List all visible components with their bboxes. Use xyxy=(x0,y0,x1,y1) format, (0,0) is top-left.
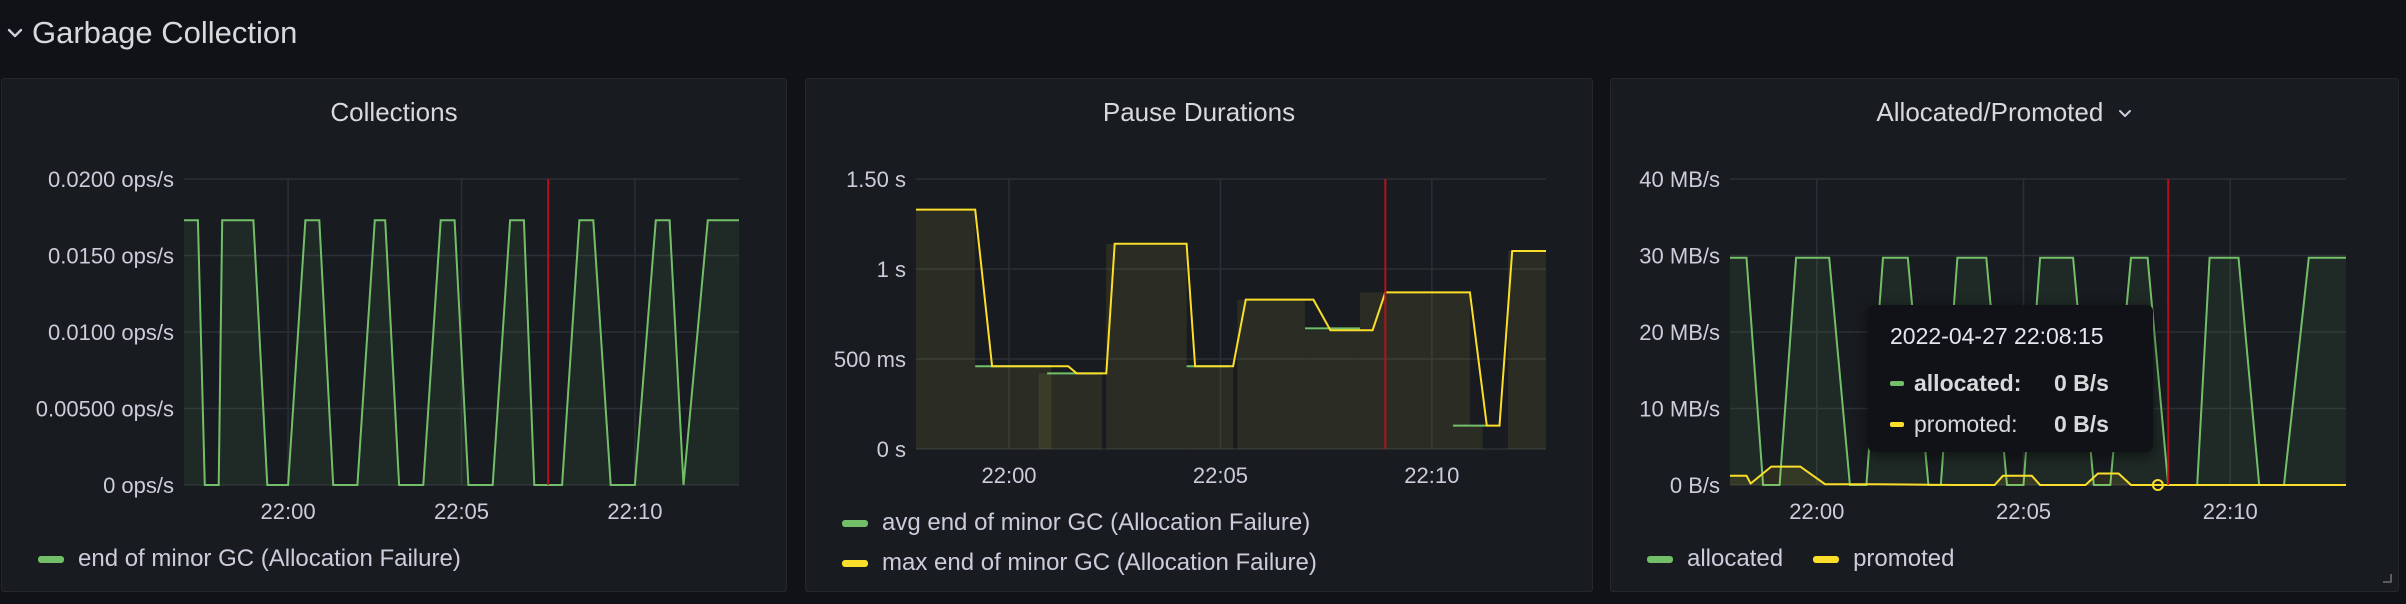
legend-label: end of minor GC (Allocation Failure) xyxy=(78,545,461,572)
legend: allocated promoted xyxy=(1647,545,1984,573)
x-tick-label: 22:00 xyxy=(1789,499,1844,524)
legend-swatch xyxy=(1647,555,1673,563)
y-tick-label: 0.0150 ops/s xyxy=(48,244,174,269)
pause-durations-chart[interactable]: 0 s 500 ms 1 s 1.50 s 22:00 22:05 22:10 xyxy=(806,79,1594,593)
y-tick-label: 0.0100 ops/s xyxy=(48,320,174,345)
tooltip-swatch xyxy=(1890,381,1904,386)
chevron-down-icon[interactable] xyxy=(6,24,24,42)
x-tick-label: 22:05 xyxy=(434,499,489,524)
series-area xyxy=(1730,466,2346,485)
resize-handle-icon[interactable] xyxy=(2380,571,2392,583)
y-tick-label: 40 MB/s xyxy=(1639,167,1720,192)
series-line xyxy=(1730,256,2346,486)
x-tick-label: 22:10 xyxy=(607,499,662,524)
duration-bar xyxy=(1237,299,1305,449)
x-tick-label: 22:05 xyxy=(1996,499,2051,524)
tooltip-row-allocated: allocated: 0 B/s xyxy=(1890,370,2131,397)
legend: end of minor GC (Allocation Failure) xyxy=(38,545,491,573)
tooltip-value: 0 B/s xyxy=(2054,370,2109,396)
y-tick-label: 0.00500 ops/s xyxy=(36,397,174,422)
legend-label: avg end of minor GC (Allocation Failure) xyxy=(882,509,1311,536)
x-tick-label: 22:05 xyxy=(1193,463,1248,488)
y-tick-label: 30 MB/s xyxy=(1639,244,1720,269)
tooltip-label: promoted: xyxy=(1914,411,2018,437)
panel-title[interactable]: Pause Durations xyxy=(1102,97,1296,127)
y-tick-label: 0 ops/s xyxy=(103,473,174,498)
panel-title[interactable]: Allocated/Promoted xyxy=(1876,97,2104,127)
legend-item-allocated[interactable]: allocated xyxy=(1647,545,1783,573)
duration-bar xyxy=(1304,330,1360,449)
duration-bar xyxy=(975,366,1052,449)
tooltip-row-promoted: promoted: 0 B/s xyxy=(1890,411,2131,438)
chevron-down-icon[interactable] xyxy=(2117,108,2133,120)
series-line xyxy=(916,208,1546,427)
x-tick-label: 22:00 xyxy=(981,463,1036,488)
series-line xyxy=(184,219,739,486)
legend-item-max-end-of-minor-gc[interactable]: max end of minor GC (Allocation Failure) xyxy=(842,549,1317,577)
y-tick-label: 0 B/s xyxy=(1670,473,1720,498)
legend-item-promoted[interactable]: promoted xyxy=(1813,545,1954,573)
y-tick-label: 500 ms xyxy=(834,347,906,372)
series-line xyxy=(1730,465,2346,486)
tooltip-swatch xyxy=(1890,422,1904,427)
x-tick-label: 22:10 xyxy=(1404,463,1459,488)
duration-bar xyxy=(1186,366,1234,449)
collections-chart[interactable]: 0 ops/s 0.00500 ops/s 0.0100 ops/s 0.0150 o… xyxy=(2,79,788,593)
hover-point xyxy=(2151,479,2164,491)
panel-title[interactable]: Collections xyxy=(330,97,458,127)
duration-bar xyxy=(1507,251,1546,449)
legend: avg end of minor GC (Allocation Failure)… xyxy=(842,509,1347,577)
legend-swatch xyxy=(842,519,868,527)
collections-panel: Collections 0 ops/s 0.00500 ops/s 0.0100 o… xyxy=(1,78,787,592)
y-tick-label: 1 s xyxy=(877,257,906,282)
hover-tooltip: 2022-04-27 22:08:15 allocated: 0 B/s pro… xyxy=(1868,305,2153,452)
row-title[interactable]: Garbage Collection xyxy=(32,15,298,50)
duration-bar xyxy=(916,209,976,449)
pause-durations-panel: Pause Durations 0 s 500 ms 1 s 1.50 s 22:00 2… xyxy=(805,78,1593,592)
panel-title-wrap[interactable]: Allocated/Promoted xyxy=(1611,97,2398,128)
x-tick-label: 22:00 xyxy=(261,499,316,524)
duration-bar xyxy=(1106,243,1187,449)
row-header[interactable]: Garbage Collection xyxy=(0,8,297,58)
x-tick-label: 22:10 xyxy=(2203,499,2258,524)
legend-item-avg-end-of-minor-gc[interactable]: avg end of minor GC (Allocation Failure) xyxy=(842,509,1317,537)
legend-swatch xyxy=(38,555,64,563)
y-tick-label: 1.50 s xyxy=(846,167,906,192)
legend-label: promoted xyxy=(1853,545,1955,572)
y-tick-label: 10 MB/s xyxy=(1639,397,1720,422)
duration-bar xyxy=(1469,425,1483,449)
legend-swatch xyxy=(842,559,868,567)
tooltip-label: allocated: xyxy=(1914,370,2022,396)
tooltip-time: 2022-04-27 22:08:15 xyxy=(1890,323,2104,349)
legend-item-end-of-minor-gc[interactable]: end of minor GC (Allocation Failure) xyxy=(38,545,461,573)
y-tick-label: 20 MB/s xyxy=(1639,320,1720,345)
legend-label: max end of minor GC (Allocation Failure) xyxy=(882,549,1317,576)
duration-bar xyxy=(1359,292,1470,449)
y-tick-label: 0 s xyxy=(877,437,906,462)
duration-bar xyxy=(1038,373,1103,449)
legend-label: allocated xyxy=(1687,545,1784,572)
legend-swatch xyxy=(1813,555,1840,563)
y-tick-label: 0.0200 ops/s xyxy=(48,167,174,192)
tooltip-value: 0 B/s xyxy=(2054,411,2109,437)
